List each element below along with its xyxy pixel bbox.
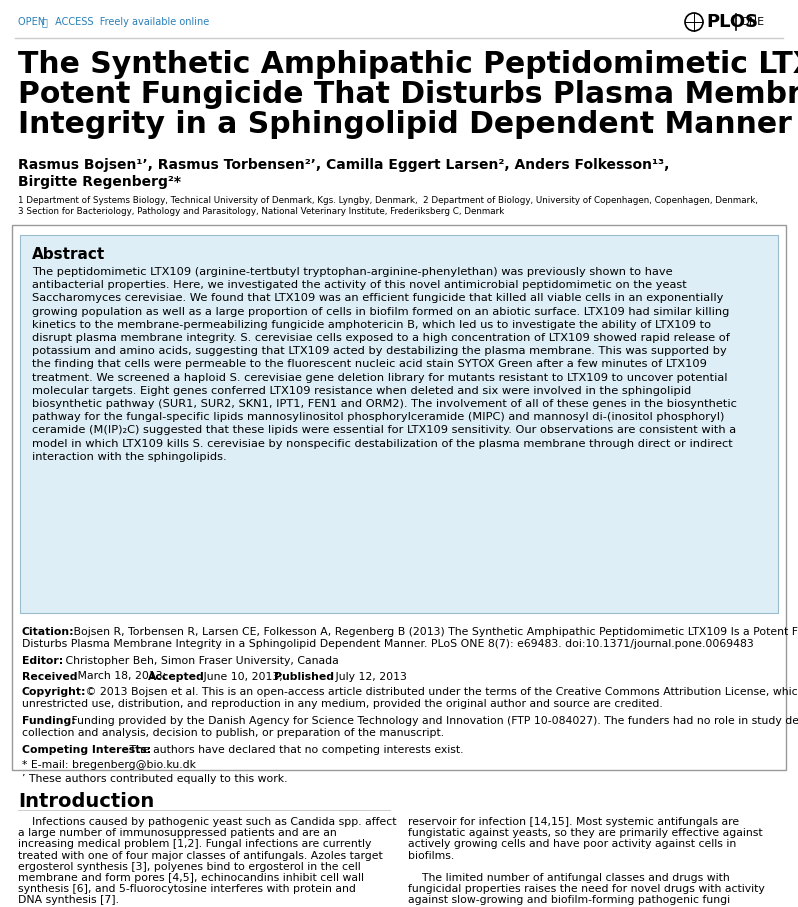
Text: a large number of immunosuppressed patients and are an: a large number of immunosuppressed patie… xyxy=(18,828,337,838)
Text: against slow-growing and biofilm-forming pathogenic fungi: against slow-growing and biofilm-forming… xyxy=(408,895,730,905)
Text: * E-mail: bregenberg@bio.ku.dk: * E-mail: bregenberg@bio.ku.dk xyxy=(22,760,196,771)
Text: pathway for the fungal-specific lipids mannosylinositol phosphorylceramide (MIPC: pathway for the fungal-specific lipids m… xyxy=(32,412,725,422)
Text: treatment. We screened a haploid S. cerevisiae gene deletion library for mutants: treatment. We screened a haploid S. cere… xyxy=(32,373,728,383)
Text: ONE: ONE xyxy=(740,17,764,27)
Text: © 2013 Bojsen et al. This is an open-access article distributed under the terms : © 2013 Bojsen et al. This is an open-acc… xyxy=(82,687,798,697)
Text: Christopher Beh, Simon Fraser University, Canada: Christopher Beh, Simon Fraser University… xyxy=(62,656,338,666)
Text: Copyright:: Copyright: xyxy=(22,687,86,697)
Text: disrupt plasma membrane integrity. S. cerevisiae cells exposed to a high concent: disrupt plasma membrane integrity. S. ce… xyxy=(32,333,730,343)
Text: biosynthetic pathway (SUR1, SUR2, SKN1, IPT1, FEN1 and ORM2). The involvement of: biosynthetic pathway (SUR1, SUR2, SKN1, … xyxy=(32,399,737,409)
Text: July 12, 2013: July 12, 2013 xyxy=(332,671,407,681)
Bar xyxy=(12,225,786,770)
Text: Editor:: Editor: xyxy=(22,656,63,666)
Text: kinetics to the membrane-permeabilizing fungicide amphotericin B, which led us t: kinetics to the membrane-permeabilizing … xyxy=(32,320,711,330)
Text: biofilms.: biofilms. xyxy=(408,851,454,861)
Text: DNA synthesis [7].: DNA synthesis [7]. xyxy=(18,895,119,905)
Text: molecular targets. Eight genes conferred LTX109 resistance when deleted and six : molecular targets. Eight genes conferred… xyxy=(32,385,691,395)
Text: unrestricted use, distribution, and reproduction in any medium, provided the ori: unrestricted use, distribution, and repr… xyxy=(22,699,663,709)
Text: Potent Fungicide That Disturbs Plasma Membrane: Potent Fungicide That Disturbs Plasma Me… xyxy=(18,80,798,109)
Text: PLOS: PLOS xyxy=(706,13,758,31)
Text: Citation:: Citation: xyxy=(22,627,75,637)
Text: 3 Section for Bacteriology, Pathology and Parasitology, National Veterinary Inst: 3 Section for Bacteriology, Pathology an… xyxy=(18,207,504,216)
Text: Birgitte Regenberg²*: Birgitte Regenberg²* xyxy=(18,175,181,189)
Text: Infections caused by pathogenic yeast such as Candida spp. affect: Infections caused by pathogenic yeast su… xyxy=(18,817,397,827)
Text: Integrity in a Sphingolipid Dependent Manner: Integrity in a Sphingolipid Dependent Ma… xyxy=(18,110,792,139)
Text: collection and analysis, decision to publish, or preparation of the manuscript.: collection and analysis, decision to pub… xyxy=(22,728,444,738)
Text: OPEN: OPEN xyxy=(18,17,48,27)
Text: March 18, 2013;: March 18, 2013; xyxy=(74,671,166,681)
Text: fungicidal properties raises the need for novel drugs with activity: fungicidal properties raises the need fo… xyxy=(408,884,764,894)
Text: ’ These authors contributed equally to this work.: ’ These authors contributed equally to t… xyxy=(22,774,287,784)
Text: Abstract: Abstract xyxy=(32,247,105,262)
Text: Received: Received xyxy=(22,671,77,681)
Text: 1 Department of Systems Biology, Technical University of Denmark, Kgs. Lyngby, D: 1 Department of Systems Biology, Technic… xyxy=(18,196,758,205)
Text: The authors have declared that no competing interests exist.: The authors have declared that no compet… xyxy=(126,745,464,755)
Text: Introduction: Introduction xyxy=(18,792,154,811)
Text: Competing Interests:: Competing Interests: xyxy=(22,745,152,755)
Text: actively growing cells and have poor activity against cells in: actively growing cells and have poor act… xyxy=(408,839,737,849)
Text: membrane and form pores [4,5], echinocandins inhibit cell wall: membrane and form pores [4,5], echinocan… xyxy=(18,873,364,883)
Text: ACCESS  Freely available online: ACCESS Freely available online xyxy=(52,17,209,27)
Text: Published: Published xyxy=(274,671,334,681)
Bar xyxy=(20,235,778,613)
Text: The Synthetic Amphipathic Peptidomimetic LTX109 Is a: The Synthetic Amphipathic Peptidomimetic… xyxy=(18,50,798,79)
Text: Bojsen R, Torbensen R, Larsen CE, Folkesson A, Regenberg B (2013) The Synthetic : Bojsen R, Torbensen R, Larsen CE, Folkes… xyxy=(70,627,798,637)
Text: Funding provided by the Danish Agency for Science Technology and Innovation (FTP: Funding provided by the Danish Agency fo… xyxy=(68,716,798,726)
Text: ergosterol synthesis [3], polyenes bind to ergosterol in the cell: ergosterol synthesis [3], polyenes bind … xyxy=(18,862,361,872)
Text: potassium and amino acids, suggesting that LTX109 acted by destabilizing the pla: potassium and amino acids, suggesting th… xyxy=(32,346,727,356)
Text: fungistatic against yeasts, so they are primarily effective against: fungistatic against yeasts, so they are … xyxy=(408,828,763,838)
Text: The limited number of antifungal classes and drugs with: The limited number of antifungal classes… xyxy=(408,873,729,883)
Text: interaction with the sphingolipids.: interaction with the sphingolipids. xyxy=(32,452,227,462)
Text: ⚿: ⚿ xyxy=(42,17,48,27)
Text: synthesis [6], and 5-fluorocytosine interferes with protein and: synthesis [6], and 5-fluorocytosine inte… xyxy=(18,884,356,894)
Text: Disturbs Plasma Membrane Integrity in a Sphingolipid Dependent Manner. PLoS ONE : Disturbs Plasma Membrane Integrity in a … xyxy=(22,639,754,649)
Text: ceramide (M(IP)₂C) suggested that these lipids were essential for LTX109 sensiti: ceramide (M(IP)₂C) suggested that these … xyxy=(32,425,736,435)
Text: the finding that cells were permeable to the fluorescent nucleic acid stain SYTO: the finding that cells were permeable to… xyxy=(32,359,707,369)
Text: increasing medical problem [1,2]. Fungal infections are currently: increasing medical problem [1,2]. Fungal… xyxy=(18,839,371,849)
Text: Accepted: Accepted xyxy=(148,671,205,681)
Text: Rasmus Bojsen¹’, Rasmus Torbensen²’, Camilla Eggert Larsen², Anders Folkesson¹³,: Rasmus Bojsen¹’, Rasmus Torbensen²’, Cam… xyxy=(18,158,670,172)
Text: Funding:: Funding: xyxy=(22,716,76,726)
Text: antibacterial properties. Here, we investigated the activity of this novel antim: antibacterial properties. Here, we inves… xyxy=(32,280,687,290)
Text: Saccharomyces cerevisiae. We found that LTX109 was an efficient fungicide that k: Saccharomyces cerevisiae. We found that … xyxy=(32,293,723,304)
Text: model in which LTX109 kills S. cerevisiae by nonspecific destabilization of the : model in which LTX109 kills S. cerevisia… xyxy=(32,439,733,449)
Text: The peptidomimetic LTX109 (arginine-tertbutyl tryptophan-arginine-phenylethan) w: The peptidomimetic LTX109 (arginine-tert… xyxy=(32,267,673,277)
Text: June 10, 2013;: June 10, 2013; xyxy=(200,671,282,681)
Text: growing population as well as a large proportion of cells in biofilm formed on a: growing population as well as a large pr… xyxy=(32,307,729,317)
Text: treated with one of four major classes of antifungals. Azoles target: treated with one of four major classes o… xyxy=(18,851,383,861)
Text: reservoir for infection [14,15]. Most systemic antifungals are: reservoir for infection [14,15]. Most sy… xyxy=(408,817,739,827)
